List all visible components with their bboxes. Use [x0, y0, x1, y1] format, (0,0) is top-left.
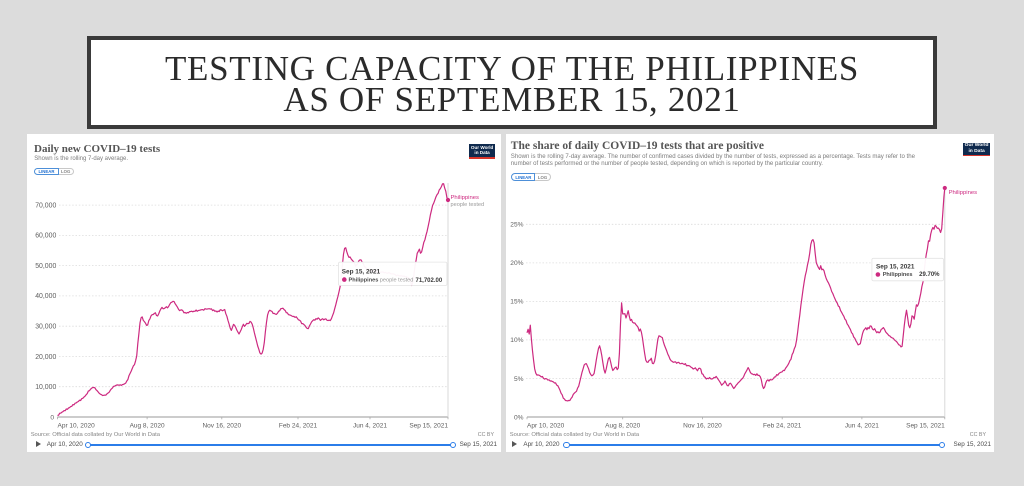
- svg-text:30,000: 30,000: [35, 324, 56, 331]
- svg-text:Feb 24, 2021: Feb 24, 2021: [763, 423, 802, 430]
- svg-text:Aug 8, 2020: Aug 8, 2020: [130, 423, 165, 430]
- svg-text:Sep 15, 2021: Sep 15, 2021: [906, 423, 945, 430]
- svg-text:Philippines: Philippines: [349, 278, 379, 284]
- svg-text:71,702.00: 71,702.00: [415, 278, 442, 284]
- svg-text:people tested: people tested: [380, 278, 414, 284]
- svg-text:20%: 20%: [510, 260, 523, 267]
- svg-text:Philippines: Philippines: [451, 195, 480, 201]
- svg-text:0: 0: [50, 414, 54, 421]
- svg-text:Jun 4, 2021: Jun 4, 2021: [845, 423, 879, 430]
- svg-text:Sep 15, 2021: Sep 15, 2021: [876, 263, 915, 270]
- svg-text:29.70%: 29.70%: [919, 272, 940, 278]
- svg-text:60,000: 60,000: [35, 233, 56, 240]
- svg-text:10%: 10%: [510, 337, 523, 344]
- svg-text:Sep 15, 2021: Sep 15, 2021: [342, 269, 381, 276]
- svg-text:Apr 10, 2020: Apr 10, 2020: [58, 423, 96, 430]
- svg-text:10,000: 10,000: [35, 384, 56, 391]
- svg-text:Apr 10, 2020: Apr 10, 2020: [527, 423, 565, 430]
- svg-text:15%: 15%: [510, 299, 523, 306]
- svg-text:Feb 24, 2021: Feb 24, 2021: [279, 423, 318, 430]
- svg-text:Aug 8, 2020: Aug 8, 2020: [605, 423, 640, 430]
- svg-text:Jun 4, 2021: Jun 4, 2021: [353, 423, 387, 430]
- svg-text:50,000: 50,000: [35, 263, 56, 270]
- svg-text:0%: 0%: [514, 414, 524, 421]
- svg-text:Philippines: Philippines: [949, 190, 978, 196]
- svg-text:Nov 16, 2020: Nov 16, 2020: [683, 423, 722, 430]
- svg-text:people tested: people tested: [451, 202, 485, 208]
- svg-text:20,000: 20,000: [35, 354, 56, 361]
- svg-text:Sep 15, 2021: Sep 15, 2021: [409, 423, 448, 430]
- svg-text:Philippines: Philippines: [883, 272, 913, 278]
- svg-text:Nov 16, 2020: Nov 16, 2020: [202, 423, 241, 430]
- svg-text:70,000: 70,000: [35, 202, 56, 209]
- svg-text:40,000: 40,000: [35, 293, 56, 300]
- svg-text:5%: 5%: [514, 376, 524, 383]
- svg-text:25%: 25%: [510, 222, 523, 229]
